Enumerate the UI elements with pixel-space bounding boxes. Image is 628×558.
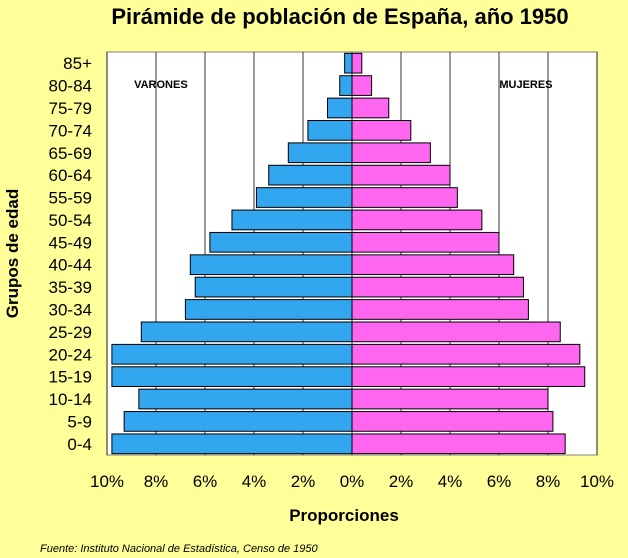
bar-varones (307, 120, 353, 141)
bar-mujeres (351, 187, 458, 208)
x-tick-label: 8% (144, 472, 169, 491)
bar-mujeres (351, 411, 554, 432)
chart-title: Pirámide de población de España, año 195… (111, 4, 568, 29)
y-tick-label: 35-39 (49, 278, 92, 297)
bar-mujeres (351, 254, 515, 276)
y-tick-label: 15-19 (49, 368, 92, 387)
x-tick-label: 6% (193, 472, 218, 491)
bar-mujeres (351, 120, 412, 141)
x-tick-label: 2% (291, 472, 316, 491)
bar-varones (255, 187, 353, 208)
bar-mujeres (351, 343, 581, 365)
bar-varones (327, 97, 353, 119)
y-tick-label: 60-64 (49, 166, 92, 185)
source-note: Fuente: Instituto Nacional de Estadístic… (40, 543, 318, 555)
bar-mujeres (351, 75, 373, 96)
bar-varones (111, 366, 353, 387)
bar-mujeres (351, 164, 451, 186)
bar-varones (111, 433, 353, 455)
bar-varones (209, 231, 353, 253)
y-tick-label: 20-24 (49, 345, 92, 364)
x-axis-label: Proporciones (289, 506, 399, 525)
y-tick-label: 50-54 (49, 211, 92, 230)
x-tick-label: 0% (340, 472, 365, 491)
y-tick-label: 45-49 (49, 233, 92, 252)
bars (111, 52, 586, 455)
y-tick-label: 10-14 (49, 390, 92, 409)
y-tick-labels: 85+ 80-84 75-79 70-74 65-69 60-64 55-59 50-54 45… (49, 54, 93, 454)
x-tick-labels: 10% 8% 6% 4% 2% 0% 2% 4% 6% 8% 10% (90, 472, 614, 491)
x-tick-label: 8% (536, 472, 561, 491)
x-tick-label: 4% (242, 472, 267, 491)
bar-mujeres (351, 366, 586, 387)
y-tick-label: 75-79 (49, 99, 92, 118)
y-tick-label: 30-34 (49, 300, 92, 319)
bar-mujeres (351, 321, 561, 343)
bar-mujeres (351, 209, 483, 231)
x-tick-label: 2% (389, 472, 414, 491)
bar-varones (184, 299, 353, 320)
y-tick-label: 5-9 (67, 412, 92, 431)
legend-mujeres: MUJERES (499, 79, 552, 91)
y-tick-label: 55-59 (49, 189, 92, 208)
bar-varones (287, 142, 353, 164)
x-tick-label: 10% (580, 472, 614, 491)
x-tick-label: 6% (487, 472, 512, 491)
grid-lines (106, 52, 598, 455)
bar-mujeres (351, 388, 549, 410)
y-tick-label: 25-29 (49, 323, 92, 342)
y-axis-label: Grupos de edad (3, 189, 22, 318)
y-tick-label: 0-4 (67, 435, 92, 454)
bar-varones (189, 254, 353, 276)
y-tick-label: 65-69 (49, 144, 92, 163)
x-tick-label: 4% (438, 472, 463, 491)
legend-varones: VARONES (134, 79, 188, 91)
bar-varones (123, 411, 353, 432)
bar-mujeres (351, 231, 500, 253)
y-tick-label: 85+ (63, 54, 92, 73)
bar-varones (339, 75, 353, 96)
bar-mujeres (351, 433, 566, 455)
bar-varones (194, 276, 353, 298)
y-tick-label: 80-84 (49, 77, 92, 96)
bar-mujeres (351, 52, 363, 74)
bar-mujeres (351, 97, 390, 119)
bar-varones (231, 209, 353, 231)
y-tick-label: 70-74 (49, 121, 92, 140)
bar-varones (111, 343, 353, 365)
y-tick-label: 40-44 (49, 256, 92, 275)
x-tick-label: 10% (90, 472, 124, 491)
bar-mujeres (351, 299, 529, 320)
bar-varones (344, 52, 353, 74)
bar-mujeres (351, 142, 431, 164)
bar-varones (140, 321, 353, 343)
bar-mujeres (351, 276, 524, 298)
bar-varones (138, 388, 353, 410)
bar-varones (268, 164, 353, 186)
